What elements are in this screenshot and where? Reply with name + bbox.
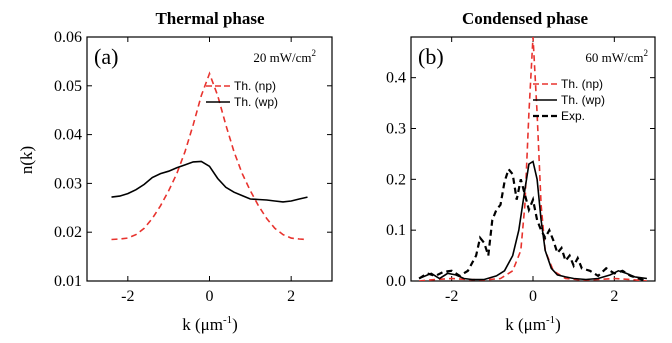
y-axis-ticks-b: 0.0 0.1 0.2 0.3 0.4 bbox=[386, 70, 655, 290]
x-axis-label-b: k (μm-1) bbox=[505, 314, 561, 334]
x-tick-label: 0 bbox=[206, 288, 214, 305]
legend-entry: Th. (wp) bbox=[234, 95, 278, 109]
series-group-b bbox=[418, 37, 648, 281]
x-axis-label-text-a: k (μm bbox=[182, 315, 223, 334]
x-axis-label-sup-a: -1 bbox=[223, 314, 232, 326]
power-sup-b: 2 bbox=[644, 48, 649, 58]
power-text-b: 60 mW/cm bbox=[585, 50, 643, 65]
series-line-thwp bbox=[418, 160, 648, 281]
y-tick-label: 0.03 bbox=[54, 175, 82, 192]
legend-a: Th. (np) Th. (wp) bbox=[206, 79, 278, 109]
x-tick-label: -2 bbox=[121, 288, 134, 305]
series-line-thwp bbox=[111, 160, 308, 203]
y-tick-label: 0.02 bbox=[54, 224, 82, 241]
y-tick-label: 0.01 bbox=[54, 273, 82, 290]
y-axis-ticks-a: 0.01 0.02 0.03 0.04 0.05 0.06 bbox=[54, 29, 332, 290]
panel-b-condensed: Condensed phase 0.0 0.1 0.2 0.3 0.4 -2 0 2 (b)… bbox=[386, 9, 656, 334]
power-text-a: 20 mW/cm bbox=[253, 50, 311, 65]
x-axis-label-close-b: ) bbox=[555, 315, 561, 334]
x-axis-ticks-b: -2 0 2 bbox=[445, 37, 618, 305]
y-axis-label-a: n(k) bbox=[17, 146, 36, 174]
series-line-exp bbox=[418, 166, 648, 281]
y-tick-label: 0.06 bbox=[54, 29, 82, 46]
x-axis-label-a: k (μm-1) bbox=[182, 314, 238, 334]
x-tick-label: 2 bbox=[287, 288, 295, 305]
chart-title-b: Condensed phase bbox=[462, 9, 589, 28]
power-label-b: 60 mW/cm2 bbox=[585, 48, 648, 65]
panel-label-b: (b) bbox=[418, 44, 444, 69]
x-axis-label-text-b: k (μm bbox=[505, 315, 546, 334]
y-tick-label: 0.1 bbox=[386, 222, 406, 239]
legend-entry: Exp. bbox=[561, 109, 585, 123]
legend-entry: Th. (wp) bbox=[561, 93, 605, 107]
legend-b: Th. (np) Th. (wp) Exp. bbox=[533, 77, 605, 123]
x-tick-label: 0 bbox=[529, 288, 537, 305]
x-axis-label-close-a: ) bbox=[232, 315, 238, 334]
y-tick-label: 0.0 bbox=[386, 273, 406, 290]
panel-a-thermal: Thermal phase 0.01 0.02 0.03 0.04 0.05 0.06 -… bbox=[17, 9, 333, 334]
power-sup-a: 2 bbox=[312, 48, 317, 58]
chart-title-a: Thermal phase bbox=[155, 9, 265, 28]
y-tick-label: 0.04 bbox=[54, 127, 82, 144]
x-tick-label: -2 bbox=[445, 288, 458, 305]
x-axis-ticks-a: -2 0 2 bbox=[121, 37, 295, 305]
y-tick-label: 0.3 bbox=[386, 121, 406, 138]
y-tick-label: 0.4 bbox=[386, 70, 406, 87]
y-tick-label: 0.2 bbox=[386, 171, 406, 188]
series-group-a bbox=[111, 71, 308, 241]
plot-frame-b bbox=[410, 36, 656, 282]
power-label-a: 20 mW/cm2 bbox=[253, 48, 316, 65]
series-line-thnp bbox=[419, 37, 647, 281]
series-line-thnp bbox=[111, 71, 308, 241]
panel-label-a: (a) bbox=[94, 44, 118, 69]
x-axis-label-sup-b: -1 bbox=[546, 314, 555, 326]
y-tick-label: 0.05 bbox=[54, 78, 82, 95]
legend-entry: Th. (np) bbox=[561, 77, 603, 91]
legend-entry: Th. (np) bbox=[234, 79, 276, 93]
x-tick-label: 2 bbox=[610, 288, 618, 305]
